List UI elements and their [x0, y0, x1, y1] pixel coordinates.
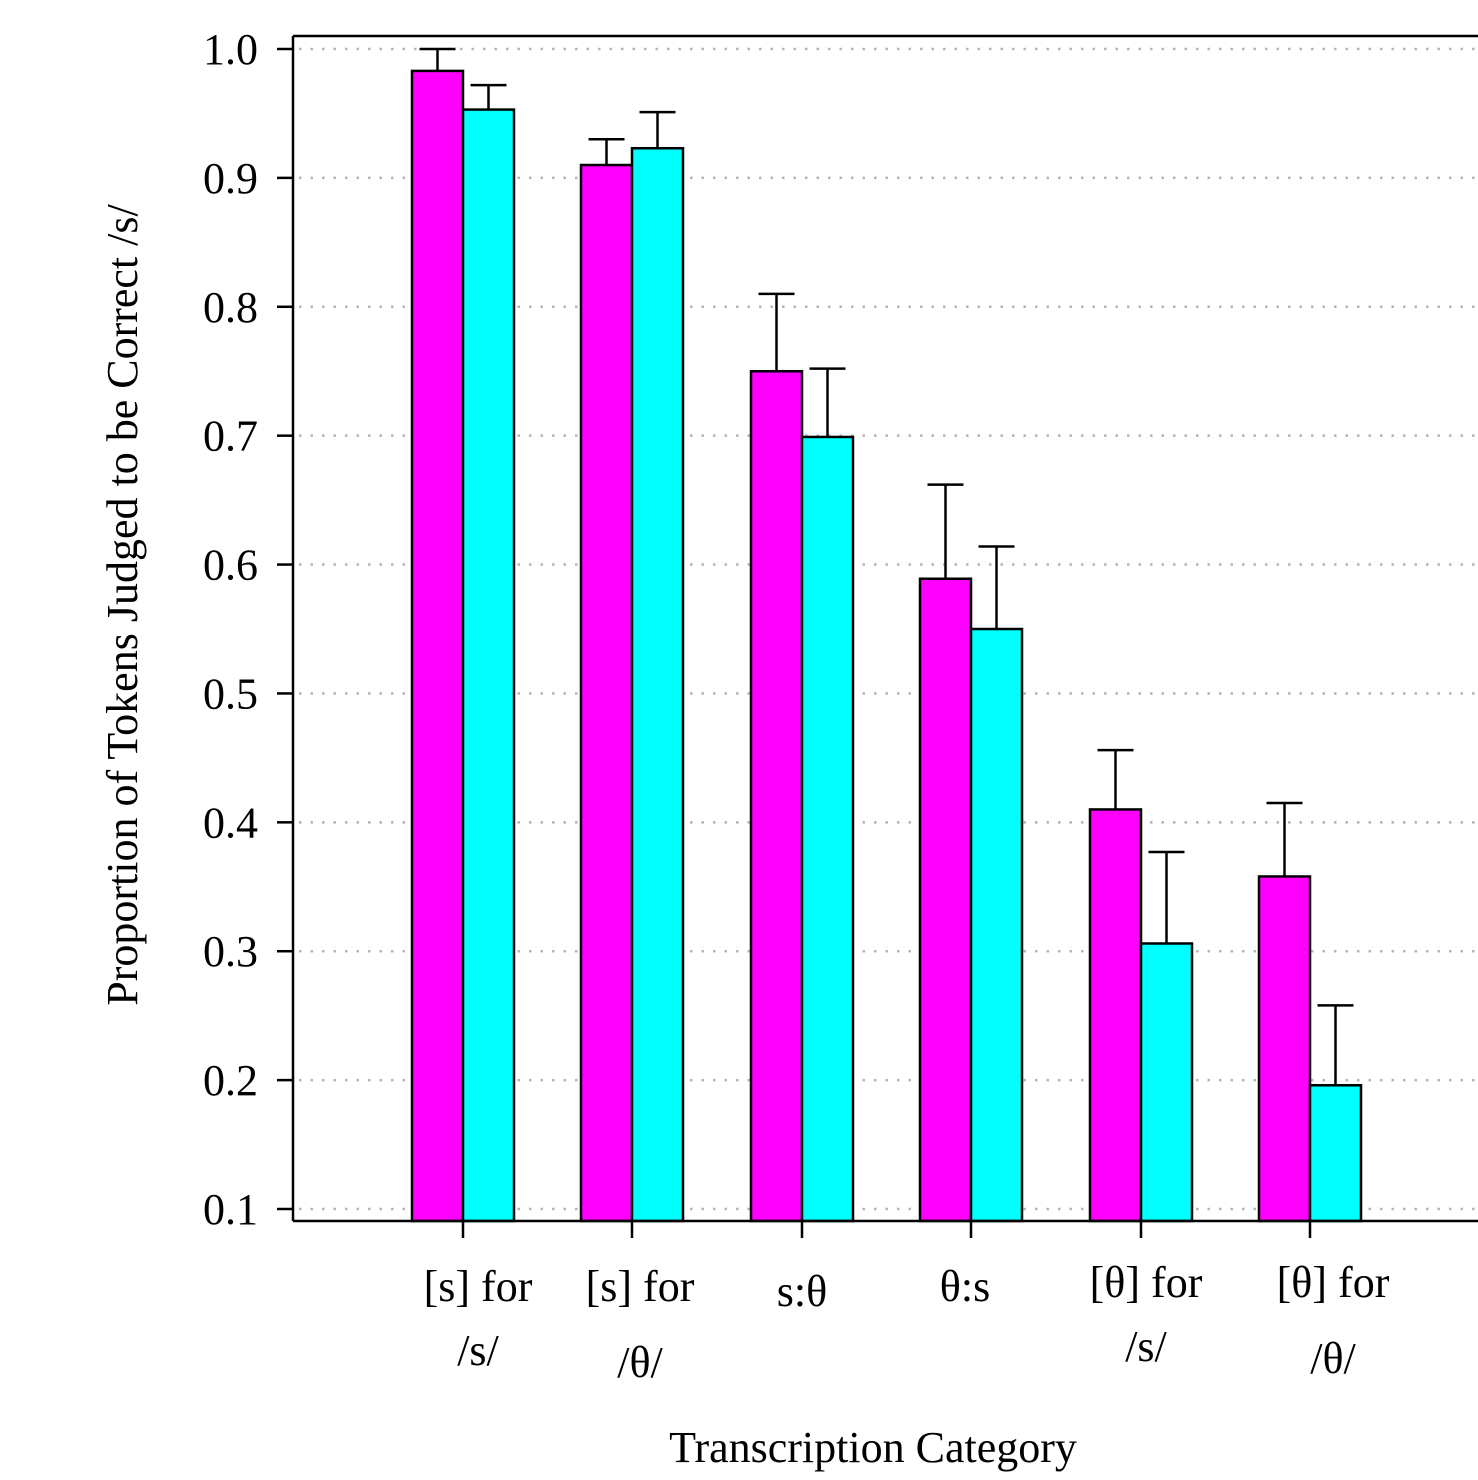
- y-tick-label: 0.4: [203, 798, 258, 847]
- bar: [1139, 942, 1194, 1223]
- bar: [579, 163, 634, 1223]
- x-axis-label: Transcription Category: [669, 1423, 1077, 1472]
- bar: [749, 369, 804, 1223]
- x-tick-label: [θ] for: [1277, 1258, 1390, 1307]
- bar: [918, 577, 973, 1223]
- bar: [1257, 875, 1312, 1223]
- x-tick-label: /s/: [457, 1326, 499, 1375]
- x-tick-label: /s/: [1125, 1322, 1167, 1371]
- y-tick-label: 0.8: [203, 283, 258, 332]
- error-bars: [419, 47, 1354, 1086]
- y-axis-ticks: 0.1 0.2 0.3 0.4 0.5 0.6 0.7 0.8 0.9 1.0: [203, 25, 293, 1234]
- bar: [461, 108, 516, 1223]
- y-tick-label: 0.2: [203, 1056, 258, 1105]
- bar: [800, 435, 855, 1223]
- bar: [410, 69, 465, 1223]
- bars: [410, 69, 1363, 1223]
- x-axis-ticks: [s] for/s/ [s] for/θ/s:θ θ:s [θ] for/s/ [θ] …: [424, 1221, 1390, 1387]
- y-tick-label: 0.6: [203, 541, 258, 590]
- y-axis-label: Proportion of Tokens Judged to be Correc…: [98, 203, 147, 1005]
- y-tick-label: 0.3: [203, 927, 258, 976]
- bar: [1308, 1084, 1363, 1223]
- x-tick-label: [θ] for: [1090, 1258, 1203, 1307]
- x-tick-label: θ:s: [940, 1262, 990, 1311]
- y-tick-label: 0.9: [203, 154, 258, 203]
- x-tick-label: /θ/: [617, 1338, 663, 1387]
- x-tick-label: s:θ: [777, 1267, 827, 1316]
- bar: [969, 627, 1024, 1223]
- x-tick-label: /θ/: [1310, 1334, 1356, 1383]
- y-tick-label: 0.5: [203, 669, 258, 718]
- x-tick-label: [s] for: [586, 1262, 695, 1311]
- y-tick-label: 0.7: [203, 412, 258, 461]
- x-tick-label: [s] for: [424, 1262, 533, 1311]
- y-tick-label: 1.0: [203, 25, 258, 74]
- bar: [1088, 808, 1143, 1223]
- bar: [630, 146, 685, 1223]
- y-tick-label: 0.1: [203, 1185, 258, 1234]
